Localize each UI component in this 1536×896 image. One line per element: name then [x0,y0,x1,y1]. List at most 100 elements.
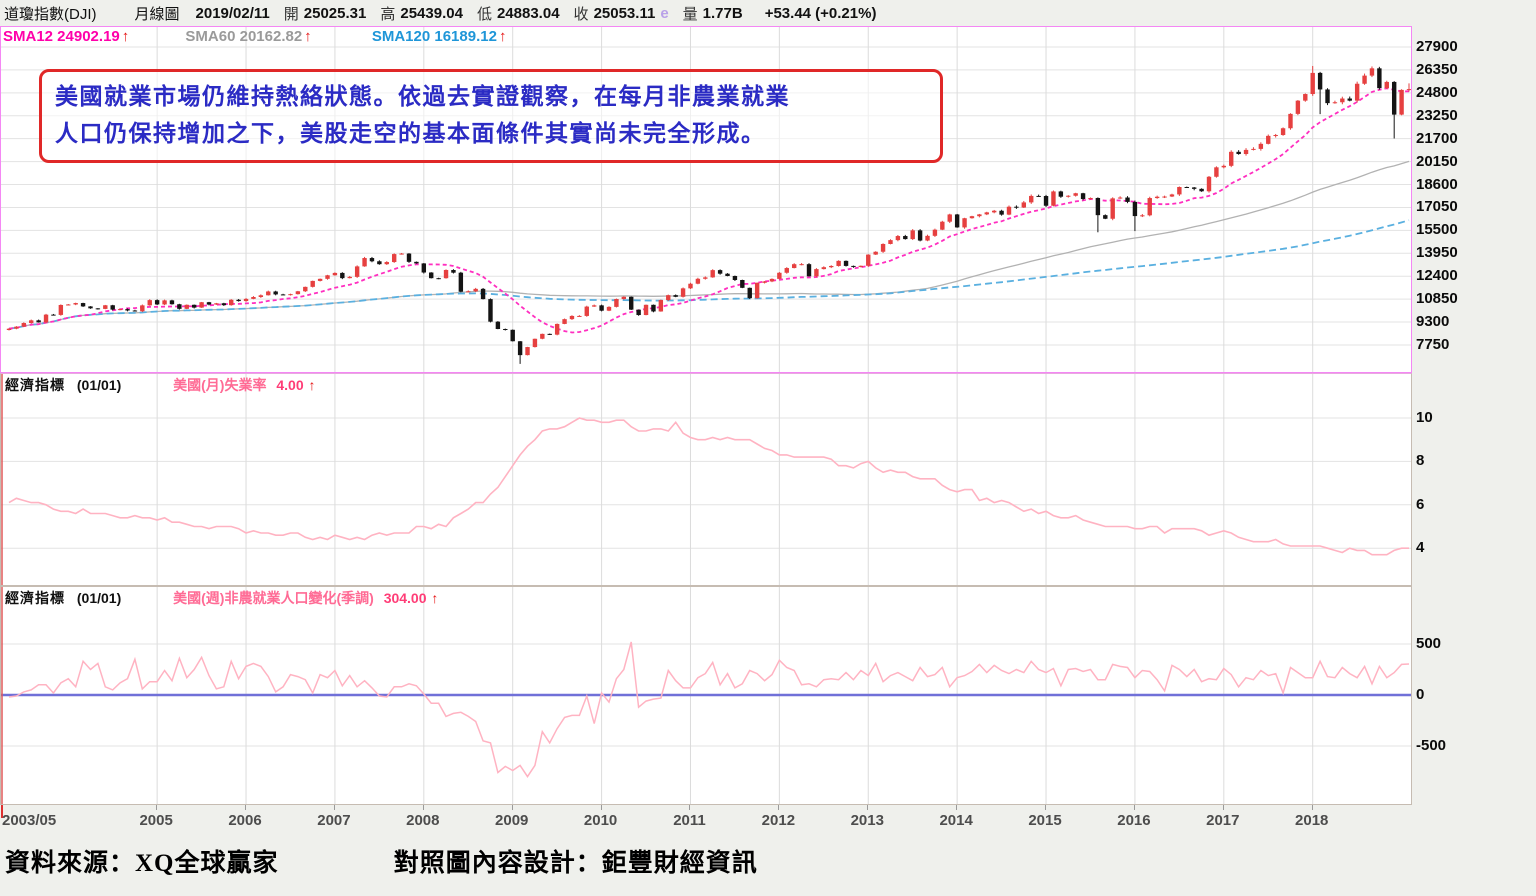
time-tick-label: 2016 [1117,812,1151,829]
time-tick-label: 2005 [139,812,173,829]
axis-tick-label: 500 [1416,635,1442,652]
volume-label: 量 [682,5,698,23]
close-label: 收 [573,5,589,23]
time-tick-mark [245,805,247,810]
quote-date: 2019/02/11 [195,4,270,22]
main-price-chart-panel[interactable]: SMA12 24902.19 ↑ SMA60 20162.82 ↑ SMA120 1… [0,26,1412,373]
gridlines [1,374,1411,585]
open-label: 開 [283,5,299,23]
footer: 資料來源：XQ全球贏家 對照圖內容設計：鉅豐財經資訊 [5,843,758,879]
axis-tick-label: 10 [1416,409,1433,426]
indicator-value: 4.00 [276,377,304,393]
time-tick-mark [1222,805,1224,810]
volume-value: 1.77B [702,4,743,22]
sma12-label: SMA12 24902.19 [3,28,120,45]
sma-legend: SMA12 24902.19 ↑ SMA60 20162.82 ↑ SMA120 1… [3,27,506,47]
axis-tick-label: 17050 [1416,198,1458,216]
up-arrow-icon: ↑ [304,28,312,45]
axis-tick-label: 27900 [1416,38,1458,55]
axis-tick-label: 21700 [1416,129,1458,147]
up-arrow-icon: ↑ [308,377,316,393]
payroll-chart-panel[interactable]: 經濟指標 (01/01) 美國(週)非農就業人口變化(季調) 304.00 ↑ [0,586,1412,805]
indicator-name: 美國(月)失業率 [173,377,267,393]
time-tick-label: 2014 [939,812,973,829]
source-credit: 資料來源：XQ全球贏家 [5,850,279,877]
estimate-flag: e [660,4,669,22]
payroll-chart-canvas[interactable] [1,587,1411,804]
up-arrow-icon: ↑ [498,28,507,45]
time-tick-mark [1311,805,1313,810]
axis-tick-label: 15500 [1416,221,1458,239]
indicator-date: (01/01) [76,590,122,606]
sma120-label: SMA120 16189.12 [371,28,497,45]
instrument-name: 道瓊指數(DJI) [4,5,97,23]
sma60-label: SMA60 20162.82 [185,28,303,45]
high-label: 高 [380,5,396,23]
axis-tick-label: 24800 [1416,83,1458,101]
design-credit: 對照圖內容設計：鉅豐財經資訊 [393,850,758,877]
annotation-line1: 美國就業市場仍維持熱絡狀態。依過去實證觀察，在每月非農業就業 [55,84,790,109]
indicator-value: 304.00 [383,590,427,606]
quote-bar: 道瓊指數(DJI) 月線圖 2019/02/11 開 25025.31 高 25… [0,0,1536,26]
low-value: 24883.04 [496,4,560,22]
up-arrow-icon: ↑ [431,590,439,606]
axis-tick-label: 9300 [1416,313,1450,331]
annotation-box: 美國就業市場仍維持熱絡狀態。依過去實證觀察，在每月非農業就業 人口仍保持增加之下… [39,69,943,163]
sub1-header: 經濟指標 (01/01) 美國(月)失業率 4.00 ↑ [5,375,316,395]
axis-tick-label: 7750 [1416,335,1450,353]
sma60-legend: SMA60 20162.82 ↑ [185,28,311,45]
time-tick-label: 2012 [761,812,796,829]
unemployment-chart-canvas[interactable] [1,374,1411,585]
time-axis: 2003/05 2005 2006 2007 2008 2009 2010 2011 2012 2… [0,805,1412,838]
value-axis: 27900 26350 24800 23250 21700 20150 18600 17050… [1412,0,1536,840]
axis-tick-label: 13950 [1416,244,1458,262]
indicator-date: (01/01) [76,377,122,393]
open-value: 25025.31 [303,4,367,22]
sub2-header: 經濟指標 (01/01) 美國(週)非農就業人口變化(季調) 304.00 ↑ [5,588,438,608]
axis-tick-label: 12400 [1416,267,1458,285]
time-tick-label: 2013 [850,812,884,829]
time-tick-label: 2009 [495,812,529,829]
axis-tick-label: 20150 [1416,152,1458,170]
high-value: 25439.04 [400,4,463,22]
axis-tick-label: 8 [1416,452,1425,470]
axis-tick-label: 23250 [1416,106,1458,124]
time-tick-mark [600,805,602,810]
time-tick-label: 2003/05 [2,812,57,829]
time-tick-label: 2011 [673,812,706,829]
time-tick-mark [689,805,691,810]
time-tick-label: 2018 [1295,812,1329,829]
period-selector[interactable]: 月線圖 [134,5,180,23]
time-tick-label: 2010 [583,812,618,829]
axis-tick-label: 6 [1416,495,1425,513]
time-tick-mark [156,805,158,810]
time-tick-label: 2007 [317,812,351,829]
time-tick-mark [511,805,513,810]
unemployment-chart-panel[interactable]: 經濟指標 (01/01) 美國(月)失業率 4.00 ↑ [0,373,1412,586]
time-tick-mark [956,805,958,810]
time-tick-mark [333,805,335,810]
time-tick-label: 2015 [1028,812,1062,829]
indicator-name: 美國(週)非農就業人口變化(季調) [173,590,374,606]
time-tick-label: 2008 [406,812,440,829]
payroll-line [8,641,1410,778]
change-value: +53.44 (+0.21%) [764,4,877,22]
axis-tick-label: 26350 [1416,60,1458,78]
sma120-legend: SMA120 16189.12 ↑ [372,28,507,45]
axis-tick-label: 0 [1416,686,1425,703]
time-tick-mark [867,805,869,810]
time-tick-mark [778,805,780,810]
axis-tick-label: -500 [1416,737,1447,754]
axis-tick-label: 18600 [1416,175,1458,193]
annotation-line2: 人口仍保持增加之下，美股走空的基本面條件其實尚未完全形成。 [55,120,766,146]
low-label: 低 [476,5,492,23]
axis-tick-label: 10850 [1416,290,1458,308]
time-tick-mark [1045,805,1047,810]
indicator-tag: 經濟指標 [5,590,65,606]
sma12-legend: SMA12 24902.19 ↑ [3,28,129,45]
axis-cursor-mark [1,805,3,818]
time-tick-label: 2017 [1206,812,1240,829]
up-arrow-icon: ↑ [121,28,130,45]
time-tick-mark [422,805,424,810]
time-tick-mark [1133,805,1135,810]
